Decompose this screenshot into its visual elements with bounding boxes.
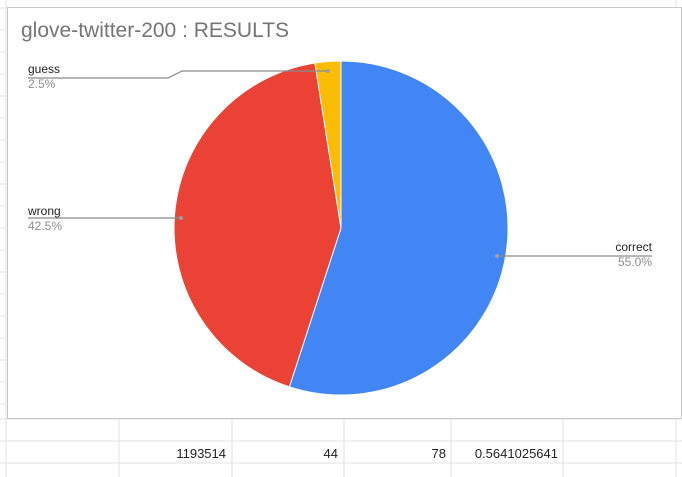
leader-line-guess [28, 70, 328, 79]
slice-percent-correct: 55.0% [618, 255, 652, 269]
pie-slice-wrong[interactable] [173, 62, 342, 388]
slice-percent-wrong: 42.5% [28, 219, 62, 233]
slice-label-guess: guess [28, 62, 60, 76]
cell-value-1[interactable]: 1193514 [176, 446, 226, 461]
leader-dot-guess [326, 69, 330, 73]
leader-dot-correct [495, 254, 499, 258]
pie-slice-guess[interactable] [314, 60, 342, 229]
chart-title: glove-twitter-200 : RESULTS [21, 19, 290, 42]
slice-label-wrong: wrong [27, 204, 61, 218]
slice-label-correct: correct [615, 240, 652, 254]
cell-value-2[interactable]: 44 [323, 446, 338, 461]
leader-dot-wrong [179, 216, 183, 220]
cell-value-4[interactable]: 0.5641025641 [474, 446, 558, 461]
slice-percent-guess: 2.5% [28, 77, 56, 91]
pie-slice-correct[interactable] [288, 60, 509, 396]
cell-value-3[interactable]: 78 [431, 446, 446, 461]
